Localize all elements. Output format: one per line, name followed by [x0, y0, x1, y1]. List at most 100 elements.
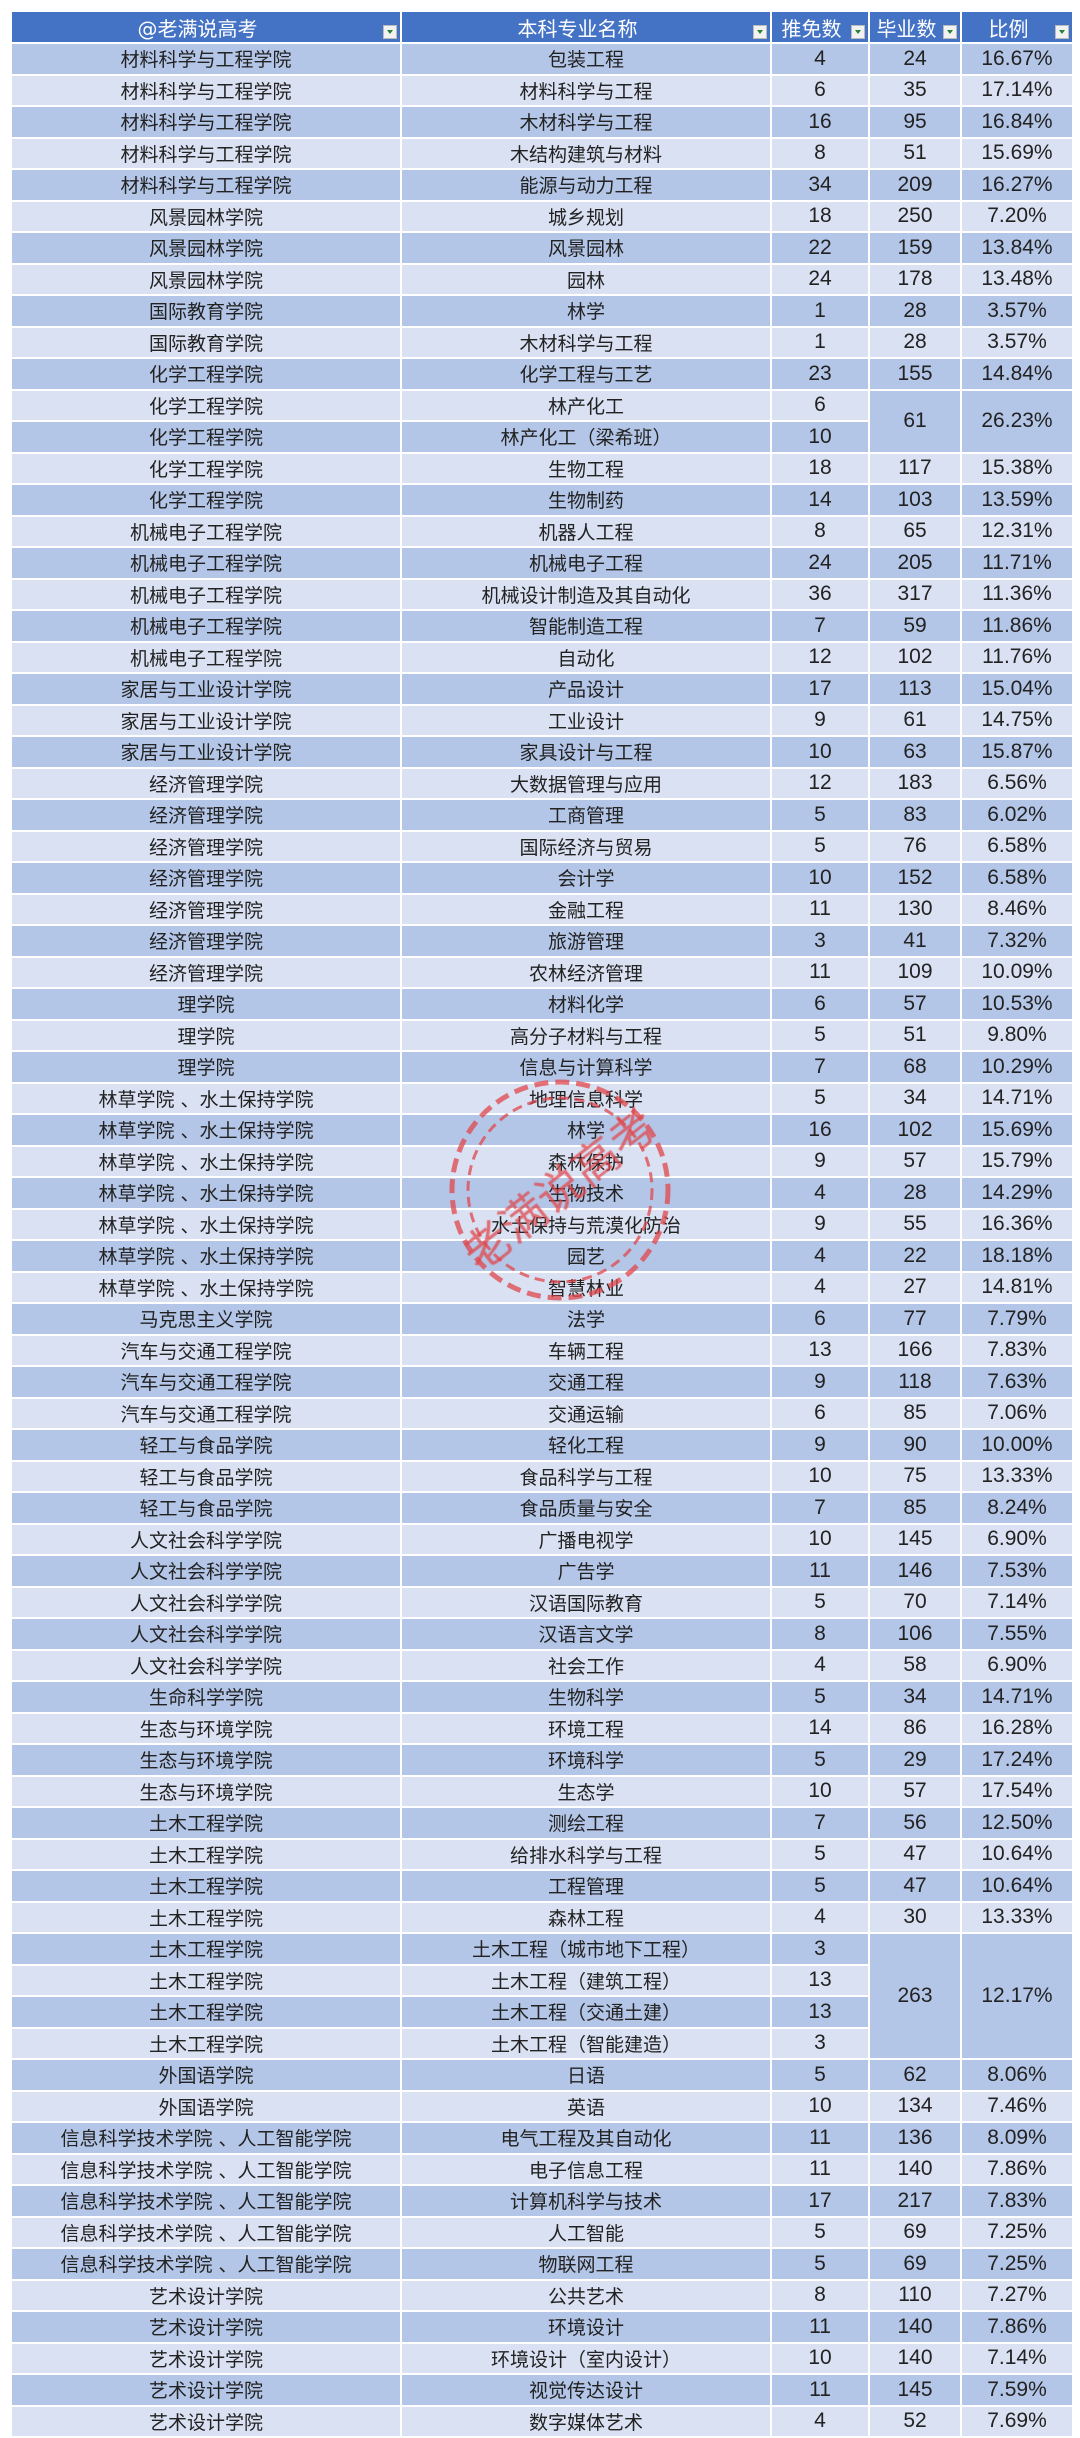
cell-recommended: 4	[770, 1648, 870, 1682]
cell-major: 广播电视学	[400, 1522, 772, 1556]
cell-major: 轻化工程	[400, 1428, 772, 1462]
cell-graduates: 34	[868, 1680, 962, 1714]
header-cell: @老满说高考	[13, 13, 399, 41]
cell-recommended: 10	[770, 1459, 870, 1493]
cell-college: 土木工程学院	[10, 1932, 402, 1966]
cell-major: 家具设计与工程	[400, 735, 772, 769]
cell-graduates: 55	[868, 1207, 962, 1241]
cell-graduates: 47	[868, 1869, 962, 1903]
cell-college: 林草学院 、水土保持学院	[10, 1081, 402, 1115]
cell-ratio: 7.86%	[960, 2152, 1074, 2186]
table-row: 化学工程学院 林产化工 6 61 26.23%	[10, 388, 1074, 454]
filter-dropdown-icon[interactable]	[753, 25, 767, 39]
cell-graduates: 30	[868, 1900, 962, 1934]
cell-college: 材料科学与工程学院	[10, 73, 402, 107]
table-row: 林草学院 、水土保持学院 园艺 4 22 18.18%	[10, 1239, 1074, 1273]
header-major: 本科专业名称	[400, 10, 772, 44]
cell-college: 材料科学与工程学院	[10, 136, 402, 170]
cell-recommended: 10	[770, 1522, 870, 1556]
cell-ratio: 16.36%	[960, 1207, 1074, 1241]
table-row: 轻工与食品学院 食品科学与工程 10 75 13.33%	[10, 1459, 1074, 1493]
cell-recommended: 1	[770, 294, 870, 328]
cell-graduates: 58	[868, 1648, 962, 1682]
cell-recommended: 9	[770, 1365, 870, 1399]
cell-recommended: 7	[770, 609, 870, 643]
cell-graduates: 41	[868, 924, 962, 958]
table-row: 林草学院 、水土保持学院 水土保持与荒漠化防治 9 55 16.36%	[10, 1207, 1074, 1241]
cell-college: 经济管理学院	[10, 829, 402, 863]
cell-major: 视觉传达设计	[400, 2373, 772, 2407]
cell-graduates: 65	[868, 514, 962, 548]
cell-recommended: 36	[770, 577, 870, 611]
cell-major: 材料科学与工程	[400, 73, 772, 107]
cell-college: 马克思主义学院	[10, 1302, 402, 1336]
cell-ratio: 7.25%	[960, 2247, 1074, 2281]
cell-college: 机械电子工程学院	[10, 577, 402, 611]
cell-graduates: 102	[868, 1113, 962, 1147]
cell-recommended: 18	[770, 199, 870, 233]
cell-graduates: 250	[868, 199, 962, 233]
header-cell: 推免数	[773, 13, 867, 41]
table-body: 材料科学与工程学院 包装工程 4 24 16.67% 材料科学与工程学院 材料科学与工程 6 3…	[10, 42, 1074, 2438]
cell-college: 经济管理学院	[10, 924, 402, 958]
data-table: @老满说高考 本科专业名称 推免数 毕业数 比例 材料科学与工程学院 包装工程 4 2…	[10, 10, 1074, 2438]
table-row: 材料科学与工程学院 包装工程 4 24 16.67%	[10, 42, 1074, 76]
cell-major: 交通运输	[400, 1396, 772, 1430]
cell-major: 大数据管理与应用	[400, 766, 772, 800]
filter-dropdown-icon[interactable]	[383, 25, 397, 39]
cell-ratio: 15.69%	[960, 1113, 1074, 1147]
table-row: 林草学院 、水土保持学院 森林保护 9 57 15.79%	[10, 1144, 1074, 1178]
table-row: 经济管理学院 大数据管理与应用 12 183 6.56%	[10, 766, 1074, 800]
table-row: 经济管理学院 工商管理 5 83 6.02%	[10, 798, 1074, 832]
cell-graduates: 28	[868, 325, 962, 359]
table-row: 信息科学技术学院 、人工智能学院 人工智能 5 69 7.25%	[10, 2215, 1074, 2249]
cell-ratio: 12.31%	[960, 514, 1074, 548]
cell-college: 信息科学技术学院 、人工智能学院	[10, 2121, 402, 2155]
cell-graduates: 56	[868, 1806, 962, 1840]
table-row: 生态与环境学院 生态学 10 57 17.54%	[10, 1774, 1074, 1808]
cell-college: 信息科学技术学院 、人工智能学院	[10, 2152, 402, 2186]
cell-college: 汽车与交通工程学院	[10, 1365, 402, 1399]
table-row: 理学院 材料化学 6 57 10.53%	[10, 987, 1074, 1021]
cell-recommended: 11	[770, 2152, 870, 2186]
table-row: 家居与工业设计学院 产品设计 17 113 15.04%	[10, 672, 1074, 706]
cell-college: 风景园林学院	[10, 199, 402, 233]
cell-college: 风景园林学院	[10, 262, 402, 296]
table-row: 轻工与食品学院 食品质量与安全 7 85 8.24%	[10, 1491, 1074, 1525]
cell-recommended: 4	[770, 1900, 870, 1934]
cell-recommended: 17	[770, 2184, 870, 2218]
table-row: 汽车与交通工程学院 交通工程 9 118 7.63%	[10, 1365, 1074, 1399]
cell-recommended: 6	[770, 73, 870, 107]
table-row: 艺术设计学院 公共艺术 8 110 7.27%	[10, 2278, 1074, 2312]
cell-graduates: 317	[868, 577, 962, 611]
cell-ratio: 11.76%	[960, 640, 1074, 674]
cell-major: 机械设计制造及其自动化	[400, 577, 772, 611]
cell-college: 生命科学学院	[10, 1680, 402, 1714]
cell-college: 理学院	[10, 1018, 402, 1052]
cell-recommended: 5	[770, 1585, 870, 1619]
cell-recommended: 24	[770, 546, 870, 580]
cell-ratio: 14.71%	[960, 1680, 1074, 1714]
cell-graduates: 22	[868, 1239, 962, 1273]
table-row: 化学工程学院 生物工程 18 117 15.38%	[10, 451, 1074, 485]
filter-dropdown-icon[interactable]	[851, 25, 865, 39]
cell-major: 环境设计（室内设计）	[400, 2341, 772, 2375]
cell-graduates: 57	[868, 987, 962, 1021]
filter-dropdown-icon[interactable]	[1055, 25, 1069, 39]
cell-graduates: 34	[868, 1081, 962, 1115]
header-row: @老满说高考 本科专业名称 推免数 毕业数 比例	[10, 10, 1074, 44]
cell-college: 轻工与食品学院	[10, 1491, 402, 1525]
table-row: 林草学院 、水土保持学院 生物技术 4 28 14.29%	[10, 1176, 1074, 1210]
cell-recommended: 6	[770, 987, 870, 1021]
cell-graduates: 62	[868, 2058, 962, 2092]
cell-recommended: 8	[770, 2278, 870, 2312]
cell-graduates: 152	[868, 861, 962, 895]
cell-college: 理学院	[10, 1050, 402, 1084]
table-row: 材料科学与工程学院 木材科学与工程 16 95 16.84%	[10, 105, 1074, 139]
cell-recommended: 9	[770, 1144, 870, 1178]
cell-college: 信息科学技术学院 、人工智能学院	[10, 2247, 402, 2281]
cell-major: 林产化工（梁希班）	[400, 420, 772, 454]
filter-dropdown-icon[interactable]	[943, 25, 957, 39]
cell-major: 园林	[400, 262, 772, 296]
cell-ratio: 15.69%	[960, 136, 1074, 170]
